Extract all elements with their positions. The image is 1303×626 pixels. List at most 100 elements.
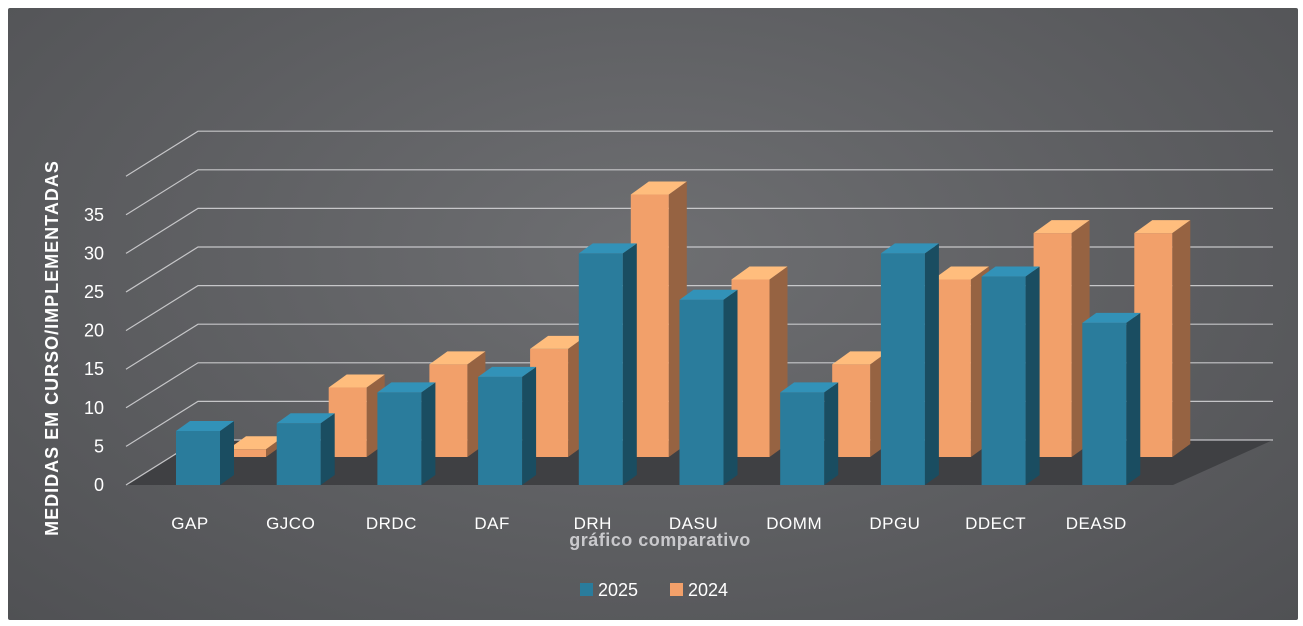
bar-2025-domm-side: [824, 382, 839, 485]
bar-2025-ddect-front: [981, 276, 1026, 485]
bar-2025-dasu-top: [679, 289, 738, 300]
bar-2025-gjco-front: [276, 423, 321, 485]
bar-2025-drh-front: [578, 253, 623, 485]
bar-2024-deasd[interactable]: [1134, 220, 1191, 457]
bar-2024-dpgu[interactable]: [932, 266, 989, 457]
x-axis-title: gráfico comparativo: [569, 530, 751, 550]
bar-2024-drh-top: [630, 181, 687, 195]
bar-2025-daf[interactable]: [478, 366, 537, 485]
bar-2025-gap-side: [220, 420, 234, 485]
legend-swatch-2025: [580, 583, 593, 596]
bar-2025-domm[interactable]: [780, 382, 839, 485]
x-category-label: DASU: [669, 514, 718, 533]
x-category-label: DPGU: [869, 514, 920, 533]
bar-2024-drh[interactable]: [630, 181, 687, 457]
bar-2025-gjco-side: [320, 413, 335, 485]
bar-2025-drh[interactable]: [578, 243, 637, 485]
bar-2025-dpgu-side: [924, 243, 939, 485]
bar-2024-gjco-top: [328, 374, 385, 388]
bar-2025-gjco-top: [276, 413, 335, 424]
bar-2024-ddect-front: [1033, 233, 1072, 457]
gridline: [125, 169, 1273, 216]
y-tick-label: 20: [84, 321, 104, 341]
y-axis-title: MEDIDAS EM CURSO/IMPLEMENTADAS: [42, 160, 62, 536]
bar-2024-ddect-top: [1033, 220, 1090, 234]
bar-2025-daf-side: [522, 366, 537, 485]
bar-2024-ddect[interactable]: [1033, 220, 1090, 457]
bar-2025-drdc-top: [377, 382, 436, 393]
x-category-label: GAP: [171, 514, 208, 533]
bar-2025-gap-front: [176, 430, 220, 485]
bar-2024-gjco-front: [328, 387, 367, 457]
bar-2024-drdc-front: [429, 364, 468, 457]
bar-2024-daf-front: [530, 348, 569, 457]
y-tick-label: 0: [94, 475, 104, 495]
bar-2025-domm-front: [780, 392, 825, 485]
x-category-label: DDECT: [965, 514, 1026, 533]
x-category-label: DRDC: [366, 514, 417, 533]
bar-2024-drdc[interactable]: [429, 351, 486, 457]
bar-2024-gap-top: [228, 436, 284, 450]
bar-2024-daf[interactable]: [530, 335, 587, 457]
bar-2024-daf-top: [530, 335, 587, 349]
legend: 2025 2024: [580, 580, 728, 600]
bars: [176, 181, 1191, 485]
bar-2025-dasu-front: [679, 299, 724, 485]
bar-2024-dpgu-top: [932, 266, 989, 280]
bar-2024-dasu[interactable]: [731, 266, 788, 457]
x-axis-categories: GAP GJCO DRDC DAF DRH DASU DOMM DPGU DDECT DEASD: [171, 514, 1127, 533]
bar-2025-dpgu-top: [880, 243, 939, 254]
chart-frame: 0 5 10 15 20 25 30 35 GAP GJCO DRDC DAF DRH DASU DOMM…: [8, 8, 1298, 620]
bar-2025-deasd-side: [1126, 312, 1141, 485]
bar-2025-drdc[interactable]: [377, 382, 436, 485]
bar-2024-domm-front: [832, 364, 871, 457]
x-category-label: DAF: [474, 514, 510, 533]
bar-2025-daf-front: [478, 376, 523, 485]
legend-item-2024[interactable]: 2024: [670, 580, 728, 600]
y-axis-ticks: 0 5 10 15 20 25 30 35: [84, 205, 104, 495]
y-tick-label: 35: [84, 205, 104, 225]
bar-2025-ddect[interactable]: [981, 266, 1040, 485]
bar-2025-drh-top: [578, 243, 637, 254]
x-category-label: DRH: [574, 514, 612, 533]
bar-2025-dasu[interactable]: [679, 289, 738, 485]
bar-2025-drh-side: [622, 243, 637, 485]
y-tick-label: 30: [84, 243, 104, 263]
bar-2024-gap-front: [228, 449, 266, 457]
x-category-label: DEASD: [1066, 514, 1127, 533]
bar-2025-ddect-top: [981, 266, 1040, 277]
bar-2025-deasd-top: [1082, 312, 1141, 323]
legend-item-2025[interactable]: 2025: [580, 580, 638, 600]
bar-2024-domm-top: [832, 351, 889, 365]
bar-2025-daf-top: [478, 366, 537, 377]
bar-2025-dpgu[interactable]: [880, 243, 939, 485]
bar-2025-gjco[interactable]: [276, 413, 335, 485]
bar-2025-gap[interactable]: [176, 420, 234, 485]
bar-2024-gjco[interactable]: [328, 374, 385, 457]
y-tick-label: 5: [94, 436, 104, 456]
bar-2025-deasd-front: [1082, 322, 1127, 485]
bar-2024-deasd-side: [1172, 220, 1191, 457]
bar-2024-domm[interactable]: [832, 351, 889, 457]
bar-2024-deasd-front: [1134, 233, 1173, 457]
bar-2024-drh-front: [630, 194, 669, 457]
legend-label-2025: 2025: [598, 580, 638, 600]
bar-2024-drdc-top: [429, 351, 486, 365]
bar-2025-deasd[interactable]: [1082, 312, 1141, 485]
bar-2025-ddect-side: [1025, 266, 1040, 485]
legend-swatch-2024: [670, 583, 683, 596]
x-category-label: DOMM: [766, 514, 822, 533]
bar-2025-gap-top: [176, 420, 234, 431]
bar-2025-drdc-side: [421, 382, 436, 485]
gridline: [125, 207, 1273, 254]
y-tick-label: 10: [84, 398, 104, 418]
bar-2025-domm-top: [780, 382, 839, 393]
bar-2025-dasu-side: [723, 289, 738, 485]
x-category-label: GJCO: [266, 514, 315, 533]
bar-2024-dasu-front: [731, 279, 770, 457]
y-tick-label: 25: [84, 282, 104, 302]
bar-2024-dasu-top: [731, 266, 788, 280]
gridline: [125, 130, 1273, 177]
bar-2024-deasd-top: [1134, 220, 1191, 234]
